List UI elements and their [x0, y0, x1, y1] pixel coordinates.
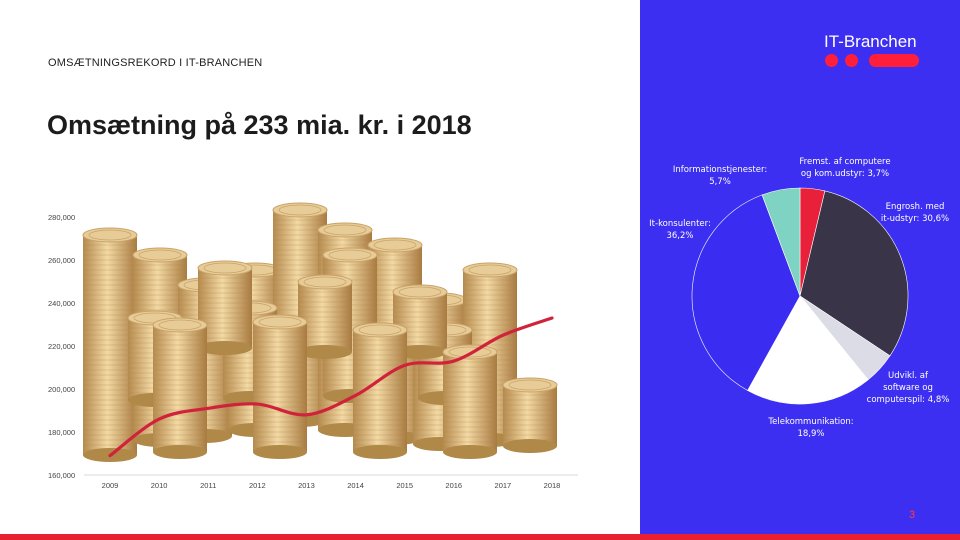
- x-tick-label: 2017: [495, 481, 512, 490]
- y-tick-label: 240,000: [48, 299, 75, 308]
- line-chart: 160,000 180,000 200,000 220,000 240,000 260,0…: [48, 213, 578, 490]
- pie-slice-label: Udvikl. af software og computerspil: 4,8%: [860, 370, 956, 406]
- pie-slice: [691, 194, 801, 391]
- page-title: Omsætning på 233 mia. kr. i 2018: [47, 110, 472, 140]
- bottom-accent-line: [0, 534, 960, 540]
- pie-label-line: Telekommunikation:: [768, 417, 854, 427]
- pie-slice-label: Engrosh. med it-udstyr: 30,6%: [870, 201, 960, 225]
- pie-label-line: Fremst. af computere: [799, 157, 891, 167]
- y-tick-label: 280,000: [48, 213, 75, 222]
- pie-label-line: computerspil: 4,8%: [866, 395, 950, 405]
- coin-stack: [152, 317, 208, 459]
- x-tick-label: 2009: [102, 481, 119, 490]
- pie-slice: [799, 190, 909, 357]
- pie-label-line: 5,7%: [709, 177, 731, 187]
- pie-slice-label: Telekommunikation: 18,9%: [756, 416, 866, 440]
- x-tick-label: 2016: [445, 481, 462, 490]
- pie-label-line: 18,9%: [797, 429, 825, 439]
- y-tick-label: 180,000: [48, 428, 75, 437]
- pie-label-line: og kom.udstyr: 3,7%: [800, 169, 890, 179]
- y-tick-label: 200,000: [48, 385, 75, 394]
- brand-logo-text: IT-Branchen: [824, 32, 917, 51]
- x-tick-label: 2012: [249, 481, 266, 490]
- coin-stack: [252, 314, 308, 459]
- pie-slice-label: Informationstjenester: 5,7%: [660, 164, 780, 188]
- coin-stack: [502, 377, 558, 453]
- pie-label-line: Informationstjenester:: [672, 165, 768, 175]
- pie-slice: [761, 187, 801, 297]
- page-number: 3: [909, 509, 916, 521]
- pie-slice-label: It-konsulenter: 36,2%: [640, 218, 720, 242]
- logo-dot-2: [845, 54, 858, 67]
- x-tick-label: 2015: [396, 481, 413, 490]
- slide-kicker: OMSÆTNINGSREKORD I IT-BRANCHEN: [48, 57, 263, 69]
- pie-label-line: it-udstyr: 30,6%: [880, 214, 950, 224]
- x-tick-label: 2018: [544, 481, 561, 490]
- logo-dot-1: [825, 54, 838, 67]
- pie-label-line: It-konsulenter:: [649, 219, 711, 229]
- chart-panel: OMSÆTNINGSREKORD I IT-BRANCHEN Omsætning…: [47, 57, 578, 490]
- series-line: [108, 316, 554, 458]
- logo-bar: [869, 54, 919, 67]
- x-tick-label: 2013: [298, 481, 315, 490]
- pie-slice: [747, 295, 869, 405]
- y-tick-label: 260,000: [48, 256, 75, 265]
- y-tick-label: 220,000: [48, 342, 75, 351]
- y-tick-label: 160,000: [48, 471, 75, 480]
- pie-label-line: software og: [883, 383, 933, 393]
- x-tick-label: 2010: [151, 481, 168, 490]
- pie-label-line: Udvikl. af: [888, 371, 928, 381]
- pie-label-line: 36,2%: [666, 231, 694, 241]
- pie-slice-label: Fremst. af computere og kom.udstyr: 3,7%: [790, 156, 900, 180]
- x-tick-label: 2014: [347, 481, 364, 490]
- pie-label-line: Engrosh. med: [885, 202, 945, 212]
- x-tick-label: 2011: [200, 481, 216, 490]
